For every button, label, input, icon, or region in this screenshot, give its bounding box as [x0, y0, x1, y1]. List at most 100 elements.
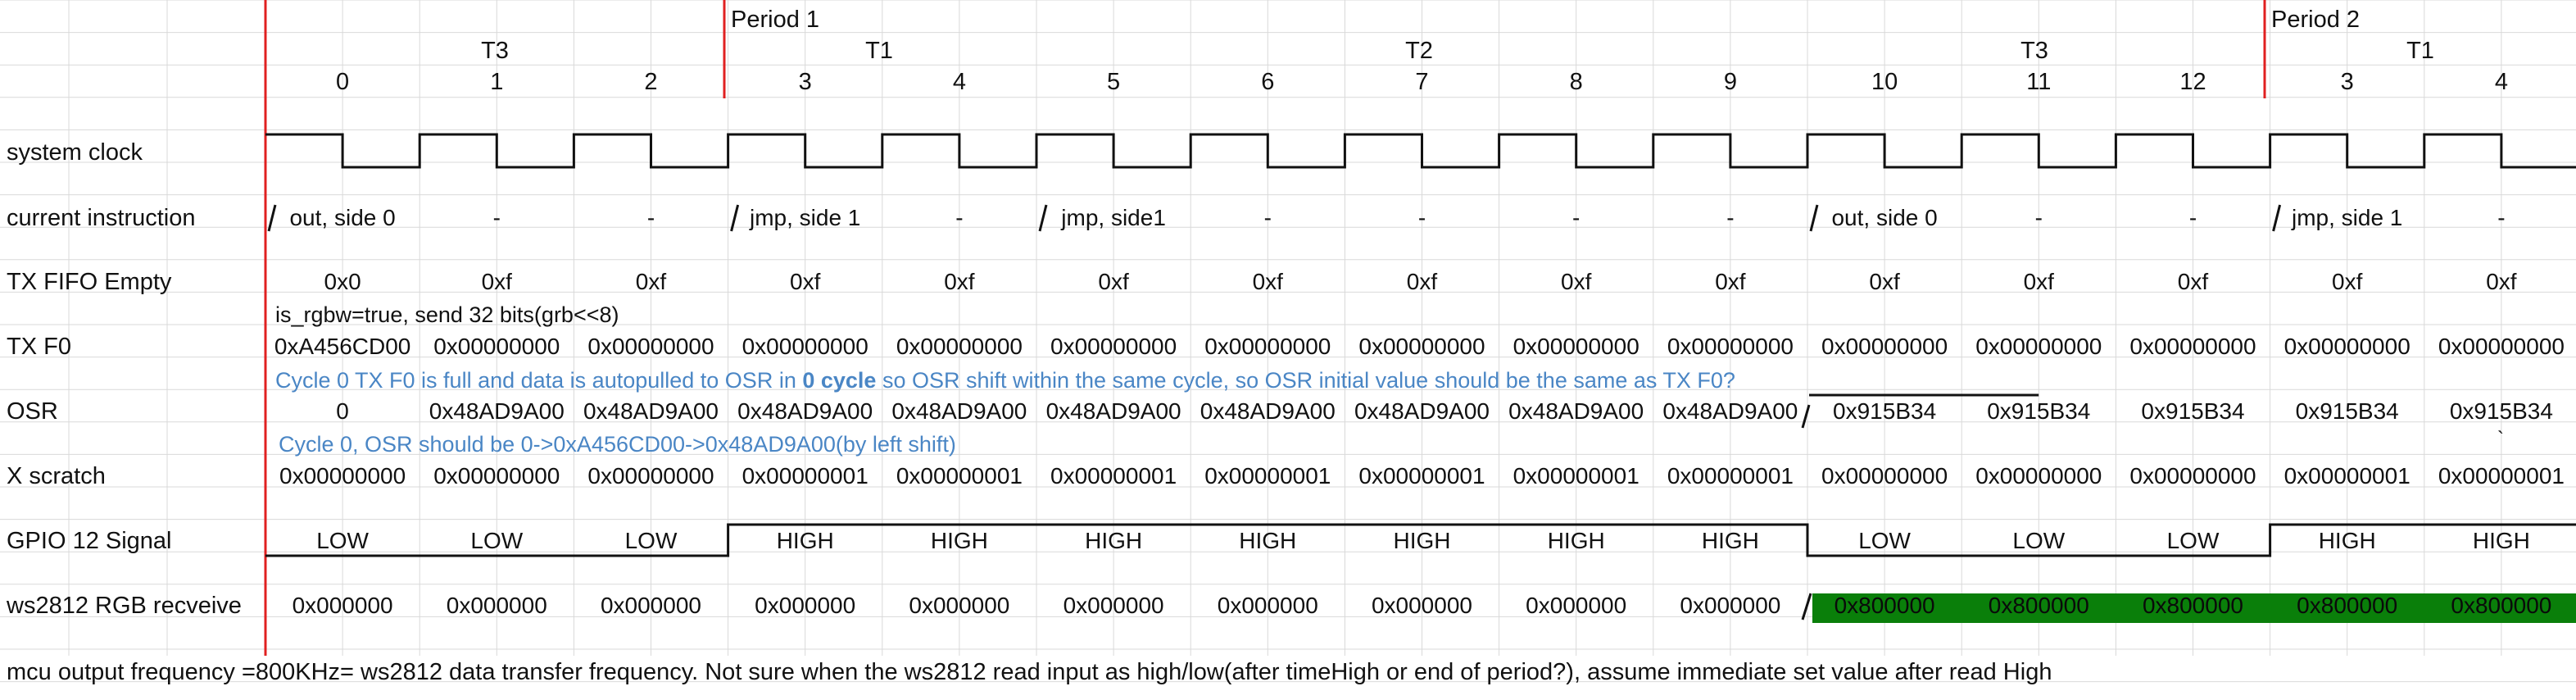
cycle-number-cell-0: 0: [336, 69, 350, 95]
tx-f0-cell-5: 0x00000000: [1050, 334, 1177, 359]
cycle-number-cell-3: 3: [798, 69, 812, 95]
instruction-cell-4: -: [955, 205, 964, 230]
osr-cell-6: 0x48AD9A00: [1200, 398, 1336, 424]
x-scratch-cell-10: 0x00000000: [1821, 463, 1948, 489]
row-label-x-scratch: X scratch: [7, 463, 106, 489]
tx-fifo-empty-cell-2: 0xf: [635, 269, 667, 294]
tx-f0-autopull-note: Cycle 0 TX F0 is full and data is autopu…: [275, 366, 1735, 395]
gpio12-cell-12: LOW: [2166, 528, 2220, 553]
tx-fifo-empty-cell-0: 0x0: [324, 269, 361, 294]
row-label-gpio12: GPIO 12 Signal: [7, 528, 172, 554]
tx-fifo-empty-cell-8: 0xf: [1561, 269, 1592, 294]
row-label-tx-fifo-empty: TX FIFO Empty: [7, 269, 172, 295]
cycle-number-cell-9: 9: [1723, 69, 1737, 95]
x-scratch-cell-5: 0x00000001: [1050, 463, 1177, 489]
instruction-cell-12: -: [2188, 205, 2197, 230]
tx-fifo-empty-cell-13: 0xf: [2332, 269, 2363, 294]
osr-change-mark: [1801, 404, 1811, 429]
footer-note: mcu output frequency =800KHz= ws2812 dat…: [7, 659, 2052, 685]
cycle-number-cell-12: 12: [2179, 69, 2206, 95]
t1-label-second: T1: [2406, 38, 2434, 64]
ws2812-cell-11: 0x800000: [1988, 593, 2089, 618]
osr-cell-7: 0x48AD9A00: [1354, 398, 1490, 424]
x-scratch-cell-3: 0x00000001: [742, 463, 868, 489]
gpio12-cell-6: HIGH: [1239, 528, 1297, 553]
x-scratch-cell-13: 0x00000001: [2283, 463, 2410, 489]
cycle-number-cell-2: 2: [644, 69, 658, 95]
osr-cell-2: 0x48AD9A00: [583, 398, 719, 424]
gpio12-cell-3: HIGH: [776, 528, 834, 553]
gpio12-cell-13: HIGH: [2318, 528, 2376, 553]
instruction-cell-0: out, side 0: [289, 205, 396, 230]
osr-cell-8: 0x48AD9A00: [1508, 398, 1644, 424]
ws2812-cell-12: 0x800000: [2142, 593, 2243, 618]
ws2812-change-mark: [1801, 593, 1812, 620]
gpio12-cell-10: LOW: [1858, 528, 1911, 553]
osr-cell-13: 0x915B34: [2295, 398, 2399, 424]
tx-f0-cell-14: 0x00000000: [2438, 334, 2565, 359]
tx-fifo-empty-cell-1: 0xf: [481, 269, 512, 294]
tx-fifo-empty-cell-5: 0xf: [1098, 269, 1129, 294]
cycle-number-cell-11: 11: [2026, 69, 2052, 95]
tx-note-text-end: so OSR shift within the same cycle, so O…: [876, 368, 1735, 393]
x-scratch-cell-1: 0x00000000: [433, 463, 560, 489]
x-scratch-cell-9: 0x00000001: [1667, 463, 1794, 489]
ws2812-cell-10: 0x800000: [1834, 593, 1935, 618]
gpio12-waveform: [265, 523, 2576, 557]
x-scratch-cell-6: 0x00000001: [1204, 463, 1331, 489]
cycle-number-cell-14: 4: [2494, 69, 2508, 95]
ws2812-cell-9: 0x000000: [1680, 593, 1781, 618]
osr-cell-14: 0x915B34: [2449, 398, 2553, 424]
osr-cell-1: 0x48AD9A00: [429, 398, 565, 424]
rgbw-note: is_rgbw=true, send 32 bits(grb<<8): [275, 302, 619, 327]
gpio12-cell-11: LOW: [2012, 528, 2066, 553]
instruction-cell-14: -: [2497, 205, 2506, 230]
gpio12-cell-2: LOW: [624, 528, 678, 553]
x-scratch-cell-0: 0x00000000: [279, 463, 406, 489]
instruction-cell-5: jmp, side1: [1061, 205, 1166, 230]
row-label-tx-f0: TX F0: [7, 334, 71, 360]
ws2812-cell-7: 0x000000: [1371, 593, 1472, 618]
cycle-number-cell-10: 10: [1871, 69, 1898, 95]
tx-f0-cell-1: 0x00000000: [433, 334, 560, 359]
gpio12-cell-5: HIGH: [1085, 528, 1143, 553]
tx-fifo-empty-cell-9: 0xf: [1715, 269, 1746, 294]
ws2812-cell-13: 0x800000: [2297, 593, 2398, 618]
tx-fifo-empty-cell-14: 0xf: [2486, 269, 2517, 294]
osr-cell-5: 0x48AD9A00: [1045, 398, 1181, 424]
tx-fifo-empty-cell-10: 0xf: [1869, 269, 1900, 294]
period-1-label: Period 1: [731, 7, 820, 33]
instruction-change-mark: [267, 204, 277, 232]
received-data-highlight: [1812, 593, 2576, 623]
tx-f0-cell-11: 0x00000000: [1975, 334, 2102, 359]
tx-f0-cell-4: 0x00000000: [896, 334, 1023, 359]
tx-f0-cell-7: 0x00000000: [1358, 334, 1485, 359]
instruction-cell-3: jmp, side 1: [749, 205, 861, 230]
instruction-change-mark: [1038, 204, 1048, 232]
instruction-cell-11: -: [2034, 205, 2043, 230]
instruction-cell-10: out, side 0: [1831, 205, 1938, 230]
osr-cell-4: 0x48AD9A00: [891, 398, 1027, 424]
instruction-change-mark: [2272, 204, 2282, 232]
x-scratch-cell-14: 0x00000001: [2438, 463, 2565, 489]
ws2812-cell-2: 0x000000: [600, 593, 701, 618]
tx-fifo-empty-cell-4: 0xf: [944, 269, 975, 294]
tx-f0-cell-9: 0x00000000: [1667, 334, 1794, 359]
gpio12-cell-7: HIGH: [1393, 528, 1451, 553]
gpio12-cell-14: HIGH: [2472, 528, 2530, 553]
instruction-cell-8: -: [1572, 205, 1581, 230]
osr-cell-11: 0x915B34: [1987, 398, 2091, 424]
x-scratch-cell-12: 0x00000000: [2129, 463, 2256, 489]
x-scratch-cell-11: 0x00000000: [1975, 463, 2102, 489]
instruction-change-mark: [730, 204, 740, 232]
tx-fifo-empty-cell-12: 0xf: [2177, 269, 2209, 294]
tx-f0-cell-2: 0x00000000: [587, 334, 714, 359]
t3-label-second: T3: [2020, 38, 2048, 64]
instruction-cell-1: -: [492, 205, 501, 230]
row-label-system-clock: system clock: [7, 139, 143, 166]
instruction-cell-7: -: [1417, 205, 1426, 230]
x-scratch-cell-2: 0x00000000: [587, 463, 714, 489]
cycle-number-cell-5: 5: [1107, 69, 1121, 95]
cycle-number-cell-13: 3: [2340, 69, 2354, 95]
t3-label: T3: [481, 38, 509, 64]
